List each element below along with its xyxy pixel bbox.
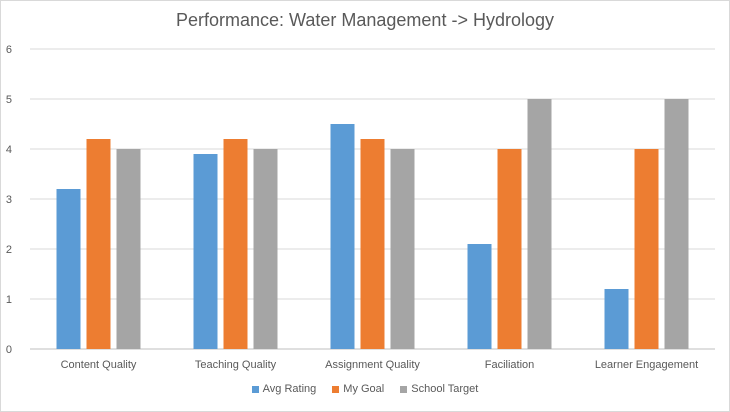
legend-item: Avg Rating xyxy=(251,383,317,395)
x-tick-label: Faciliation xyxy=(485,359,535,371)
x-tick-label: Assignment Quality xyxy=(325,359,420,371)
bar xyxy=(56,189,81,349)
bar xyxy=(390,149,415,349)
bar xyxy=(604,289,629,349)
legend-item: My Goal xyxy=(332,383,384,395)
bar xyxy=(527,99,552,349)
bar xyxy=(86,139,111,349)
legend-label: Avg Rating xyxy=(262,383,317,395)
y-tick-label: 2 xyxy=(6,244,12,256)
bar xyxy=(467,244,492,349)
bar xyxy=(360,139,385,349)
legend-swatch xyxy=(400,385,408,393)
bar xyxy=(497,149,522,349)
y-tick-label: 1 xyxy=(6,294,12,306)
y-tick-label: 3 xyxy=(6,194,12,206)
x-tick-label: Content Quality xyxy=(61,359,137,371)
legend-label: School Target xyxy=(411,383,479,395)
legend-label: My Goal xyxy=(343,383,385,395)
y-tick-label: 4 xyxy=(6,144,12,156)
bar xyxy=(116,149,141,349)
bar xyxy=(330,124,355,349)
y-tick-label: 5 xyxy=(6,94,12,106)
x-tick-label: Teaching Quality xyxy=(195,359,277,371)
bar xyxy=(223,139,248,349)
y-axis-ticks: 0 1 2 3 4 5 6 xyxy=(6,44,12,356)
x-axis-ticks: Content Quality Teaching Quality Assignmen… xyxy=(61,359,699,371)
bar xyxy=(664,99,689,349)
y-tick-label: 6 xyxy=(6,44,12,56)
y-tick-label: 0 xyxy=(6,344,12,356)
bar xyxy=(634,149,659,349)
legend-swatch xyxy=(332,385,340,393)
chart-title: Performance: Water Management -> Hydrolo… xyxy=(176,10,554,30)
bar xyxy=(193,154,218,349)
bar xyxy=(253,149,278,349)
chart-legend: Avg Rating My Goal School Target xyxy=(0,383,730,395)
x-tick-label: Learner Engagement xyxy=(595,359,698,371)
legend-swatch xyxy=(251,385,259,393)
bars xyxy=(56,99,689,349)
legend-item: School Target xyxy=(400,383,478,395)
